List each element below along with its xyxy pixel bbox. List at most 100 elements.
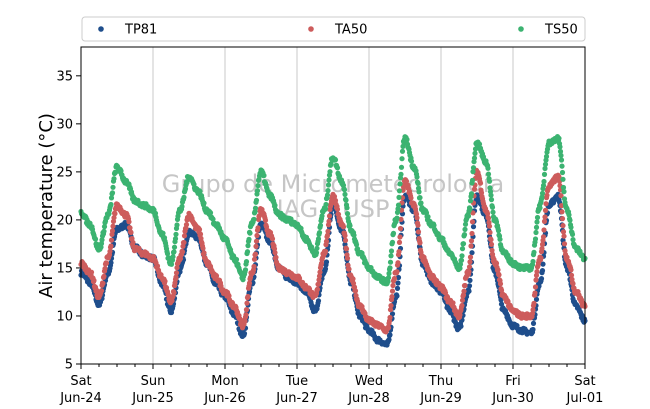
x-tick-day: Tue xyxy=(285,374,308,389)
point xyxy=(173,270,180,276)
point xyxy=(340,224,347,230)
point xyxy=(395,202,402,208)
point xyxy=(472,150,478,156)
point xyxy=(486,223,493,229)
x-tick-date: Jun-27 xyxy=(275,391,318,406)
point xyxy=(461,288,467,294)
point xyxy=(334,206,341,212)
point xyxy=(129,236,135,242)
point xyxy=(394,215,400,221)
point xyxy=(244,249,251,255)
point xyxy=(486,178,493,184)
point xyxy=(323,238,330,244)
point xyxy=(418,200,424,206)
point xyxy=(210,216,216,222)
y-tick-label: 5 xyxy=(65,358,73,373)
point xyxy=(467,259,473,265)
point xyxy=(398,164,405,170)
point xyxy=(459,302,465,309)
point xyxy=(315,298,322,304)
point xyxy=(317,269,323,275)
point xyxy=(108,260,114,266)
point xyxy=(493,260,500,266)
point xyxy=(539,241,546,247)
point xyxy=(466,283,473,289)
point xyxy=(347,223,353,229)
x-tick-date: Jul-01 xyxy=(566,391,604,406)
point xyxy=(108,243,114,249)
point xyxy=(459,246,466,252)
point xyxy=(171,244,178,250)
point xyxy=(323,201,329,208)
point xyxy=(160,230,166,236)
x-tick-date: Jun-28 xyxy=(347,391,390,406)
point xyxy=(388,253,394,259)
point xyxy=(459,253,465,259)
point xyxy=(253,238,260,244)
point xyxy=(457,261,464,267)
point xyxy=(108,201,114,208)
point xyxy=(539,246,545,252)
point xyxy=(395,206,401,212)
point xyxy=(397,225,404,232)
point xyxy=(389,294,395,300)
x-tick-day: Mon xyxy=(211,374,238,389)
point xyxy=(476,141,483,147)
point xyxy=(154,263,161,269)
point xyxy=(540,234,547,240)
point xyxy=(251,263,257,270)
point xyxy=(461,232,468,238)
point xyxy=(568,267,574,273)
x-tick-day: Sat xyxy=(70,374,91,389)
point xyxy=(396,239,403,245)
point xyxy=(484,211,491,217)
point xyxy=(272,202,278,208)
point xyxy=(173,274,179,280)
point xyxy=(469,250,475,256)
point xyxy=(325,182,332,188)
point xyxy=(558,203,565,209)
x-tick-day: Thu xyxy=(428,374,453,389)
point xyxy=(245,243,251,249)
point xyxy=(334,165,341,171)
point xyxy=(323,259,330,265)
point xyxy=(111,215,117,221)
y-tick-label: 30 xyxy=(56,117,73,132)
point xyxy=(489,247,495,253)
legend-box xyxy=(81,16,586,42)
y-tick-label: 35 xyxy=(56,69,73,84)
point xyxy=(353,242,360,248)
point xyxy=(344,255,351,261)
x-tick-date: Jun-26 xyxy=(203,391,246,406)
x-tick-day: Sun xyxy=(141,374,166,389)
point xyxy=(389,239,396,245)
point xyxy=(534,219,540,225)
point xyxy=(386,337,392,343)
point xyxy=(313,250,320,256)
y-tick-label: 25 xyxy=(56,165,73,180)
point xyxy=(272,250,278,256)
point xyxy=(396,249,402,255)
point xyxy=(404,136,410,143)
point xyxy=(387,314,393,321)
point xyxy=(179,203,185,210)
point xyxy=(398,216,404,222)
point xyxy=(387,265,393,271)
point xyxy=(108,195,115,201)
point xyxy=(88,269,95,275)
point xyxy=(255,225,261,231)
point xyxy=(562,248,568,254)
point xyxy=(566,212,572,218)
point xyxy=(244,300,250,306)
point xyxy=(346,266,352,272)
point xyxy=(559,163,565,169)
point xyxy=(465,213,472,219)
point xyxy=(559,169,566,176)
point xyxy=(458,257,465,263)
point xyxy=(397,181,403,187)
point xyxy=(471,186,478,192)
point xyxy=(414,215,420,221)
point xyxy=(316,230,323,236)
point xyxy=(398,171,404,177)
